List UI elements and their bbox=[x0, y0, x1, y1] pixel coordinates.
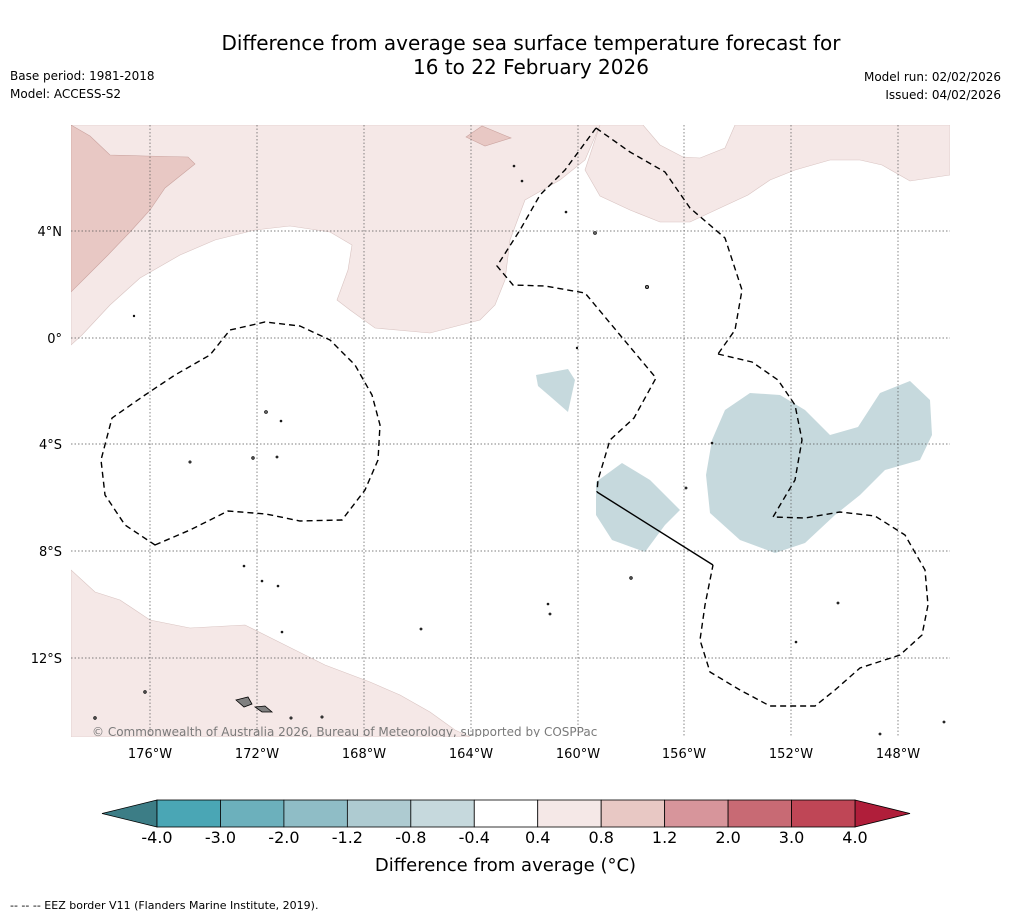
colorbar-label: Difference from average (°C) bbox=[374, 855, 637, 876]
colorbar-segment bbox=[727, 799, 792, 828]
lat-label: 4°N bbox=[38, 225, 63, 240]
islands bbox=[93, 164, 946, 736]
colorbar bbox=[101, 799, 911, 828]
island-medium bbox=[253, 705, 274, 713]
colorbar-tick-label: 4.0 bbox=[842, 828, 868, 847]
warm-anomaly-south bbox=[71, 569, 471, 737]
eez-border-east bbox=[699, 353, 929, 707]
warm-anomaly-northwest-patch bbox=[71, 125, 196, 293]
longitude-labels: 176°W 172°W 168°W 164°W 160°W 156°W 152°… bbox=[128, 747, 920, 762]
colorbar-segment bbox=[473, 799, 539, 828]
eez-borders bbox=[100, 127, 929, 707]
base-period: Base period: 1981-2018 bbox=[10, 69, 155, 83]
colorbar-tick-label: -3.0 bbox=[204, 828, 237, 847]
lat-label: 12°S bbox=[31, 652, 62, 667]
lon-label: 176°W bbox=[128, 747, 172, 762]
colorbar-tick-label: -1.2 bbox=[331, 828, 363, 847]
copyright-text: © Commonwealth of Australia 2026, Bureau… bbox=[92, 725, 597, 739]
colorbar-under-arrow bbox=[101, 799, 158, 828]
eez-border-central-2 bbox=[496, 127, 657, 493]
cool-anomaly-small bbox=[536, 369, 575, 412]
colorbar-segment bbox=[220, 799, 285, 828]
colorbar-tick-label: -2.0 bbox=[268, 828, 300, 847]
eez-border-west bbox=[100, 321, 381, 546]
colorbar-segment bbox=[791, 799, 856, 828]
colorbar-segment bbox=[283, 799, 348, 828]
colorbar-segment bbox=[664, 799, 729, 828]
colorbar-segment bbox=[600, 799, 666, 828]
cool-anomaly-east bbox=[706, 381, 932, 553]
warm-anomaly-small-patch bbox=[465, 125, 512, 147]
colorbar-segment bbox=[410, 799, 475, 828]
issued-date: Issued: 04/02/2026 bbox=[885, 88, 1001, 102]
colorbar-tick-label: 3.0 bbox=[778, 828, 805, 847]
meta-left: Base period: 1981-2018 Model: ACCESS-S2 bbox=[10, 67, 155, 103]
warm-anomaly-north bbox=[71, 125, 601, 346]
colorbar-over-arrow bbox=[854, 799, 911, 828]
colorbar-segment bbox=[156, 799, 221, 828]
chart-title: Difference from average sea surface temp… bbox=[0, 31, 1011, 79]
colorbar-tick-label: 0.4 bbox=[524, 828, 551, 847]
warm-anomaly-north-east bbox=[584, 125, 950, 223]
latitude-labels: 4°N 0° 4°S 8°S 12°S bbox=[31, 225, 62, 667]
lat-label: 8°S bbox=[39, 545, 62, 560]
lat-label: 4°S bbox=[39, 438, 62, 453]
lon-label: 152°W bbox=[769, 747, 813, 762]
colorbar-tick-label: -4.0 bbox=[141, 828, 173, 847]
lon-label: 156°W bbox=[662, 747, 706, 762]
model-run: Model run: 02/02/2026 bbox=[863, 70, 1001, 84]
lon-label: 160°W bbox=[556, 747, 600, 762]
title-line-1: Difference from average sea surface temp… bbox=[221, 31, 841, 55]
colorbar-tick-label: 0.8 bbox=[588, 828, 614, 847]
gridlines bbox=[71, 125, 950, 737]
lon-label: 148°W bbox=[876, 747, 920, 762]
colorbar-tick-label: -0.8 bbox=[395, 828, 427, 847]
meta-right: Model run: 02/02/2026 Issued: 04/02/2026 bbox=[864, 68, 1001, 104]
eez-border-solid bbox=[596, 491, 714, 566]
lon-label: 172°W bbox=[235, 747, 279, 762]
eez-border-central bbox=[595, 127, 743, 355]
lon-label: 164°W bbox=[449, 747, 493, 762]
cool-anomaly-central bbox=[596, 463, 680, 552]
colorbar-tick-label: 1.2 bbox=[651, 828, 678, 847]
colorbar-segment bbox=[537, 799, 602, 828]
lon-label: 168°W bbox=[342, 747, 386, 762]
colorbar-segment bbox=[346, 799, 412, 828]
colorbar-tick-label: 2.0 bbox=[715, 828, 741, 847]
model-name: Model: ACCESS-S2 bbox=[10, 87, 122, 101]
eez-legend-note: -- -- -- EEZ border V11 (Flanders Marine… bbox=[10, 899, 319, 912]
map-area: © Commonwealth of Australia 2026, Bureau… bbox=[71, 125, 950, 739]
colorbar-tick-label: -0.4 bbox=[458, 828, 490, 847]
title-line-2: 16 to 22 February 2026 bbox=[413, 55, 649, 79]
island-large bbox=[235, 696, 253, 708]
lat-label: 0° bbox=[47, 332, 62, 347]
